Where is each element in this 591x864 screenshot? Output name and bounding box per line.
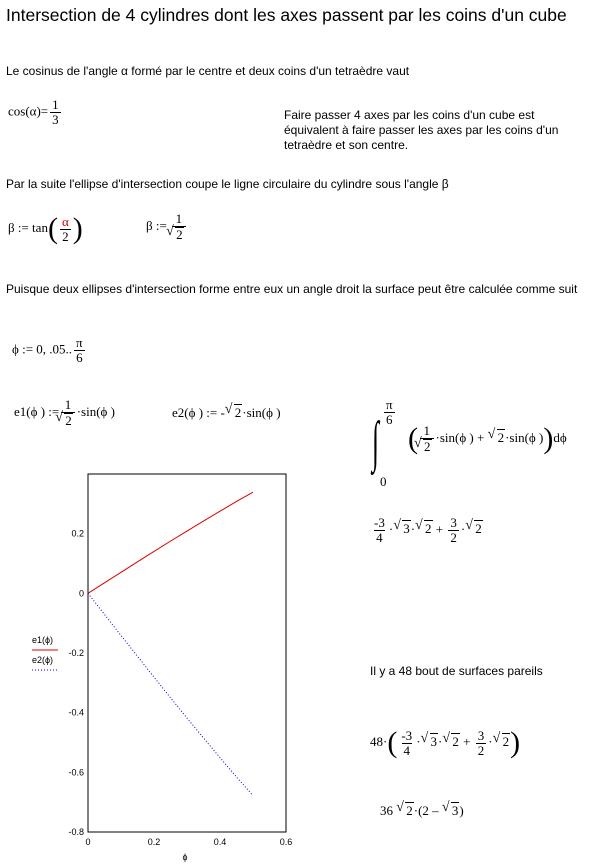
r2-k: 48· [370, 733, 388, 749]
beta-def-lhs: β := tan [8, 219, 48, 235]
x-axis-label: ϕ [182, 852, 187, 862]
y-tick-label: -0.8 [68, 827, 84, 837]
phi-range-den: 6 [74, 350, 85, 365]
integral-upper-den: 6 [384, 412, 395, 427]
legend-label-2: e2(ϕ) [32, 655, 53, 665]
e2-definition: e2(ϕ ) := -2·sin(ϕ ) [172, 402, 281, 421]
r1-r3: 2 [466, 518, 483, 537]
x-tick-label: 0.6 [280, 837, 293, 847]
result-1: -34·3·2 + 32·2 [370, 516, 483, 545]
e1-lhs: e1(ϕ ) := [14, 403, 60, 419]
r1-r2: 2 [416, 518, 433, 537]
integral-d: dϕ [553, 429, 567, 445]
cos-lhs: cos(α)= [8, 103, 49, 119]
plot-legend: e1(ϕ) e2(ϕ) [32, 635, 58, 671]
r2-n2: 3 [477, 727, 485, 743]
x-tick-label: 0.4 [214, 837, 227, 847]
intro-text: Le cosinus de l'angle α formé par le cen… [6, 64, 410, 78]
beta-definition: β := tan(α 2) [8, 212, 83, 245]
integral-frac-num: 1 [423, 423, 431, 438]
plot-series [87, 491, 254, 796]
r1-d1: 4 [374, 530, 385, 545]
beta-val-lhs: β := [146, 217, 167, 233]
side-note: Faire passer 4 axes par les coins d'un c… [284, 108, 559, 152]
y-tick-label: 0.2 [71, 529, 84, 539]
result-2: 48·(-34·3·2 + 32·2) [370, 726, 520, 760]
y-tick-label: 0 [79, 588, 84, 598]
page-title: Intersection de 4 cylindres dont les axe… [6, 5, 567, 25]
phi-range: ϕ := 0, .05.. π 6 [12, 336, 87, 365]
integral-lower: 0 [380, 474, 387, 489]
e1-definition: e1(ϕ ) := 12·sin(ϕ ) [14, 398, 115, 428]
integral-upper-num: π [386, 397, 393, 412]
r2-r2: 2 [443, 731, 460, 750]
e1-den: 2 [56, 411, 73, 428]
phi-range-num: π [76, 335, 83, 350]
y-tick-label: -0.2 [68, 648, 84, 658]
beta-def-num: α [61, 213, 69, 229]
r1-d2: 2 [448, 530, 459, 545]
series-line-1 [87, 491, 254, 594]
x-tick-label: 0.2 [148, 837, 161, 847]
x-tick-label: 0 [85, 837, 90, 847]
plot-frame [87, 473, 287, 833]
y-tick-label: -0.4 [68, 708, 84, 718]
cos-num: 1 [52, 97, 59, 112]
e1-e2-plot: 0.20-0.2-0.4-0.6-0.80 0.2 0.4 0.6ϕ e1(ϕ)e2(… [32, 473, 292, 862]
r3-k: 36 [380, 803, 393, 818]
result-3: 36 2·(2 – 3) [380, 800, 464, 819]
legend-label-1: e1(ϕ) [32, 635, 53, 645]
beta-value: β := 12 [146, 212, 188, 242]
y-tick-label: -0.6 [68, 767, 84, 777]
r3-r: 2 [397, 800, 414, 819]
r3-mid: ·(2 – [413, 803, 442, 818]
r1-n2: 3 [450, 515, 457, 530]
plot-border [87, 473, 287, 833]
r1-r1: 3 [394, 518, 411, 537]
count-text: Il y a 48 bout de surfaces pareils [370, 664, 543, 678]
e2-rad: 2 [225, 402, 243, 421]
cos-equation: cos(α)= 1 3 [8, 98, 63, 127]
beta-def-den: 2 [60, 228, 71, 244]
phi-range-lhs: ϕ := 0, .05.. [12, 341, 73, 357]
r3-r2: 3 [442, 800, 460, 819]
surface-text: Puisque deux ellipses d'intersection for… [6, 282, 578, 296]
e1-rhs: ·sin(ϕ ) [76, 403, 115, 419]
series-line-2 [87, 593, 254, 796]
r2-n1: -3 [401, 727, 413, 743]
r2-r1: 3 [421, 731, 439, 750]
integral-end: ·sin(ϕ ) [505, 429, 544, 445]
e1-num: 1 [64, 397, 72, 412]
beta-val-den: 2 [167, 225, 184, 242]
e2-lhs: e2(ϕ ) := - [172, 405, 225, 420]
r3-end: ) [459, 803, 464, 818]
r2-d2: 2 [475, 742, 487, 758]
beta-val-num: 1 [175, 211, 183, 226]
r2-d1: 4 [401, 742, 413, 758]
r2-r3: 2 [493, 731, 511, 750]
r1-n1: -3 [374, 515, 385, 530]
integral-frac-den: 2 [415, 437, 432, 454]
plot-ticks: 0.20-0.2-0.4-0.6-0.80 0.2 0.4 0.6ϕ [68, 529, 292, 862]
integral-rad: 2 [488, 427, 506, 446]
e2-rhs: ·sin(ϕ ) [242, 405, 281, 420]
ellipse-text: Par la suite l'ellipse d'intersection co… [6, 177, 449, 191]
integral-mid: ·sin(ϕ ) + [435, 429, 488, 445]
cos-den: 3 [50, 112, 61, 127]
